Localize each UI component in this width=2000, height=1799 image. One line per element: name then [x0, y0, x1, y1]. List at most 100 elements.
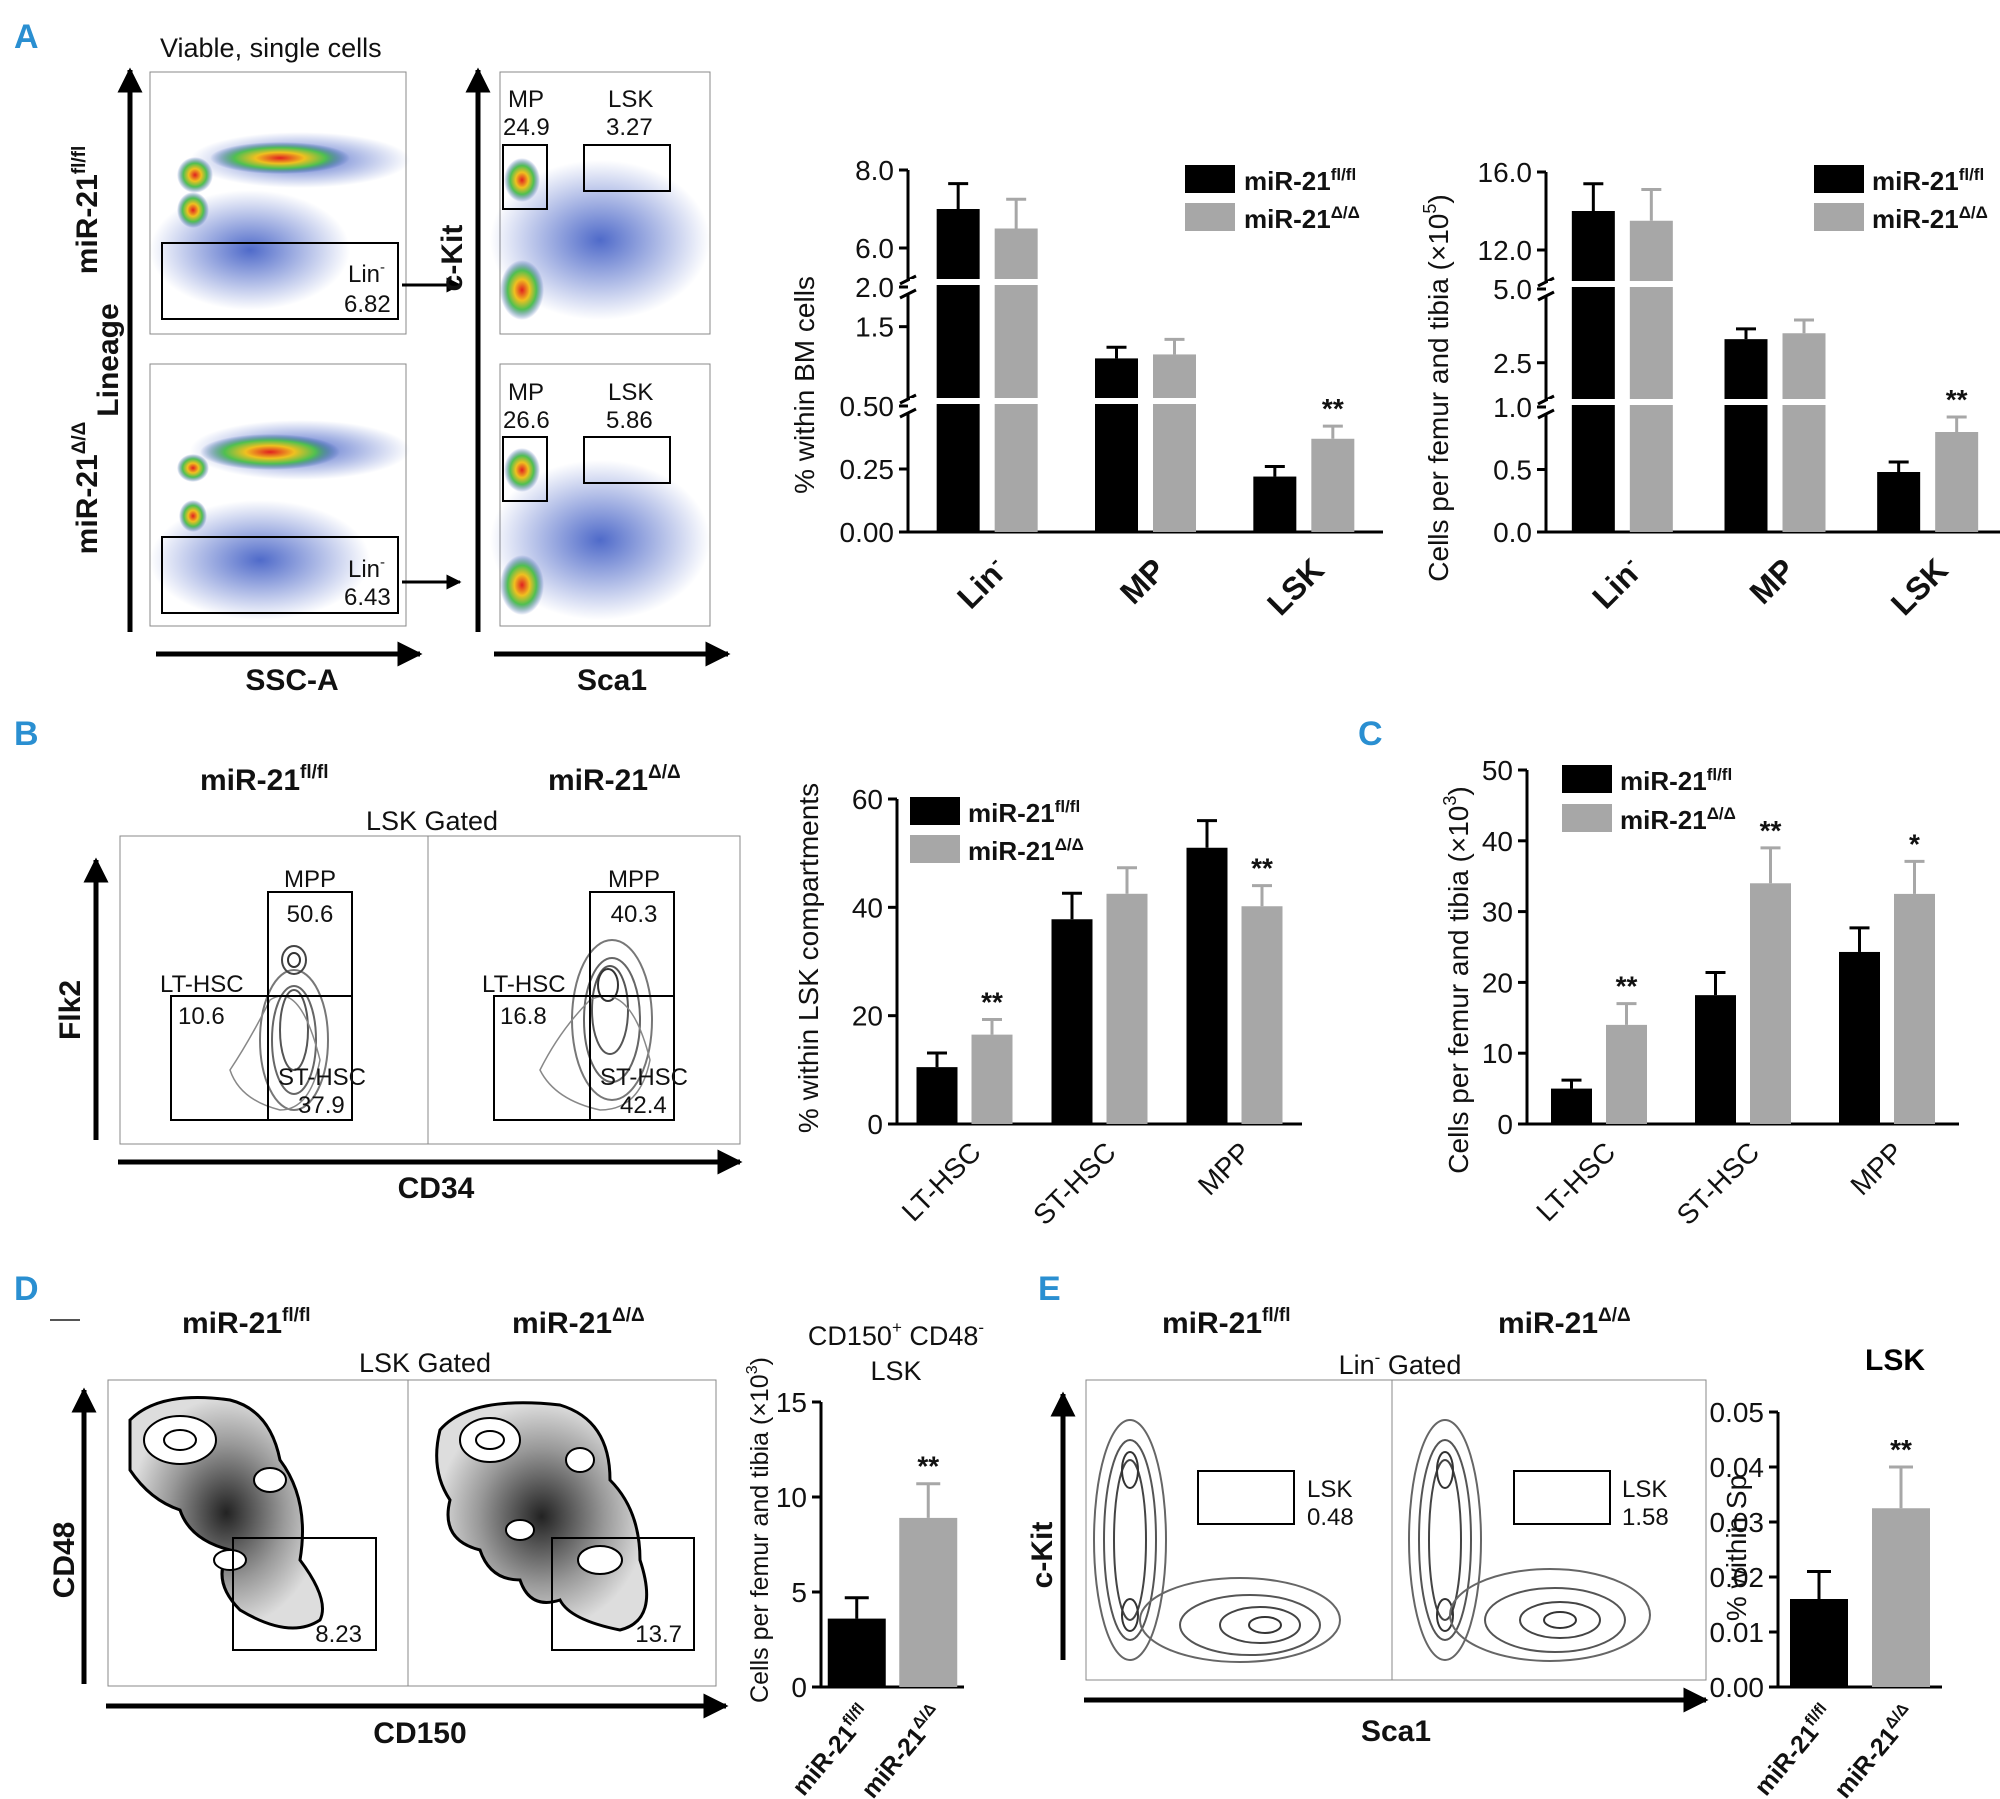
mp-value-bottom: 26.6	[503, 407, 550, 434]
lsk-plot-left: LSK 0.48	[1085, 1379, 1393, 1681]
significance-stars: *	[1909, 828, 1920, 859]
break-band	[910, 398, 1385, 404]
sca1-axis-label-e: Sca1	[1361, 1715, 1431, 1748]
legend-swatch-ko	[910, 835, 960, 863]
gate-label-b: LSK Gated	[366, 806, 498, 836]
lsk-value-e-left: 0.48	[1307, 1504, 1354, 1531]
bar	[1153, 354, 1196, 532]
cd150-axis-label: CD150	[373, 1717, 466, 1750]
chart-a1-ylabel: % within BM cells	[789, 276, 820, 494]
significance-stars: **	[1616, 971, 1638, 1002]
bar	[1253, 476, 1297, 532]
mpp-label-right: MPP	[608, 866, 660, 893]
bar	[1551, 1088, 1592, 1124]
bar	[899, 1517, 958, 1687]
significance-stars: **	[917, 1451, 939, 1482]
flk2-axis-label: Flk2	[54, 980, 87, 1040]
y-tick-label: 0.00	[840, 517, 895, 548]
mpp-value-right: 40.3	[611, 901, 658, 928]
bar	[1186, 847, 1228, 1124]
ckit-plot-top: MP 24.9 LSK 3.27	[490, 71, 711, 335]
panel-e: E miR-21fl/fl miR-21Δ/Δ Lin- Gated c-Kit…	[1026, 1270, 1709, 1748]
bar	[1571, 211, 1615, 532]
panel-letter-e: E	[1038, 1270, 1061, 1308]
legend-label-ko: miR-21Δ/Δ	[1244, 203, 1360, 234]
bar	[1877, 472, 1921, 532]
geno-label-b-left: miR-21fl/fl	[200, 762, 329, 797]
bar	[1629, 220, 1673, 532]
gate-label-e: Lin- Gated	[1339, 1348, 1462, 1380]
axis-break-mark	[1537, 408, 1555, 420]
legend-label-ko: miR-21Δ/Δ	[1620, 804, 1736, 835]
bar	[1606, 1024, 1647, 1124]
gate-label-d: LSK Gated	[359, 1348, 491, 1378]
bar	[1790, 1599, 1848, 1687]
y-tick-label: 0	[867, 1109, 883, 1140]
cd48-axis-label: CD48	[48, 1522, 81, 1599]
chart-e: LSK % within Sp 0.00 0.01 0.02 0.03 0.04 0.05…	[1710, 1344, 1942, 1799]
y-tick-label: 40	[852, 892, 883, 923]
category-label: Lin-	[950, 551, 1014, 615]
chart-d-title: CD150+ CD48-	[808, 1318, 984, 1351]
mpp-label-left: MPP	[284, 866, 336, 893]
lt-value-right: 16.8	[500, 1003, 547, 1030]
legend-swatch-ko	[1562, 804, 1612, 832]
panel-letter-a: A	[14, 18, 39, 56]
viable-label: Viable, single cells	[160, 33, 382, 63]
lin-value-bottom: 6.43	[344, 584, 391, 611]
sca1-axis-label-a: Sca1	[577, 664, 647, 697]
geno-label-top: miR-21fl/fl	[69, 146, 104, 275]
flk2-plot-right: MPP 40.3 LT-HSC 16.8 ST-HSC 42.4	[427, 835, 741, 1145]
st-value-left: 37.9	[298, 1092, 345, 1119]
panel-letter-c: C	[1358, 715, 1383, 753]
y-tick-label: 0.0	[1493, 517, 1532, 548]
category-label: LT-HSC	[896, 1136, 987, 1227]
cd150-value-left: 8.23	[315, 1621, 362, 1648]
chart-d: CD150+ CD48- LSK Cells per femur and tib…	[744, 1318, 984, 1799]
category-label: miR-21fl/fl	[1748, 1700, 1839, 1799]
legend-label-fl: miR-21fl/fl	[968, 797, 1080, 828]
lin-value-top: 6.82	[344, 291, 391, 318]
bar	[971, 1034, 1013, 1124]
panel-letter-d: D	[14, 1270, 39, 1308]
y-tick-label: 6.0	[855, 233, 894, 264]
chart-e-ylabel: % within Sp	[1721, 1475, 1752, 1621]
significance-stars: **	[1251, 853, 1273, 884]
panel-b: B miR-21fl/fl miR-21Δ/Δ LSK Gated Flk2 C…	[14, 715, 743, 1205]
y-tick-label: 0.00	[1710, 1672, 1765, 1703]
geno-label-e-left: miR-21fl/fl	[1162, 1305, 1291, 1340]
legend-label-fl: miR-21fl/fl	[1872, 165, 1984, 196]
st-label-right: ST-HSC	[600, 1064, 688, 1091]
bar	[1311, 438, 1355, 532]
geno-label-bottom: miR-21Δ/Δ	[69, 422, 104, 555]
ssc-axis-label: SSC-A	[245, 664, 338, 697]
significance-stars: **	[1890, 1434, 1912, 1465]
bar	[1095, 358, 1138, 532]
y-tick-label: 0.03	[1710, 1507, 1765, 1538]
mp-label-bottom: MP	[508, 379, 544, 406]
y-tick-label: 16.0	[1478, 157, 1533, 188]
chart-b-ylabel: % within LSK compartments	[793, 783, 824, 1133]
lsk-label-e-right: LSK	[1622, 1476, 1667, 1503]
category-label: MP	[1113, 551, 1172, 610]
y-tick-label: 1.5	[855, 312, 894, 343]
mp-label-top: MP	[508, 86, 544, 113]
y-tick-label: 5	[791, 1577, 807, 1608]
st-label-left: ST-HSC	[278, 1064, 366, 1091]
axis-break-mark	[1537, 394, 1555, 406]
y-tick-label: 60	[852, 784, 883, 815]
bar	[1935, 432, 1979, 532]
chart-a1-legend: miR-21fl/fl miR-21Δ/Δ	[1185, 165, 1360, 234]
lin-label-top: Lin-	[348, 259, 385, 288]
break-band	[1548, 281, 2000, 287]
axis-break-mark	[1537, 276, 1555, 288]
legend-swatch-ko	[1185, 203, 1235, 231]
cd48-plot-left: 8.23	[107, 1379, 409, 1687]
category-label: MP	[1743, 551, 1802, 610]
lsk-label-top-a: LSK	[608, 86, 653, 113]
chart-c: Cells per femur and tibia (×103) 0 10 20 30…	[1440, 755, 1959, 1231]
y-tick-label: 30	[1482, 897, 1513, 928]
axis-break-mark	[899, 274, 917, 286]
lsk-label-e-left: LSK	[1307, 1476, 1352, 1503]
y-tick-label: 20	[1482, 967, 1513, 998]
